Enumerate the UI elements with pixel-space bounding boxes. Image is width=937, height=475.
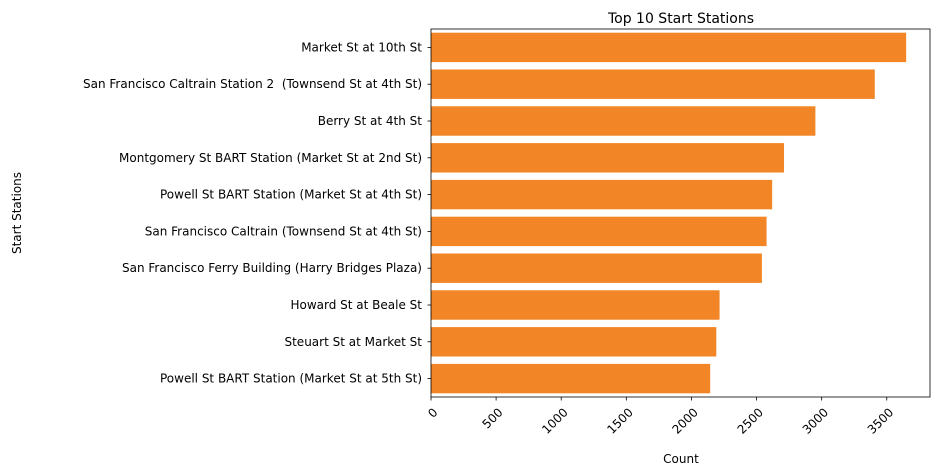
x-ticks-group: 0 500 1000 1500 2000 2500 3000 3500 bbox=[425, 397, 896, 437]
bar bbox=[431, 143, 785, 173]
bar bbox=[431, 179, 773, 210]
y-axis-label: Start Stations bbox=[10, 172, 24, 254]
y-tick-label: San Francisco Caltrain (Townsend St at 4… bbox=[145, 224, 422, 238]
bar bbox=[431, 290, 720, 320]
bar bbox=[431, 32, 907, 63]
y-tick-label: Powell St BART Station (Market St at 4th… bbox=[160, 188, 422, 202]
y-tick-label: Market St at 10th St bbox=[301, 40, 422, 54]
y-tick-label: Howard St at Beale St bbox=[290, 298, 422, 312]
x-axis-label: Count bbox=[663, 452, 699, 466]
bars-group bbox=[431, 32, 907, 394]
y-ticks-group: Market St at 10th St San Francisco Caltra… bbox=[83, 40, 431, 386]
y-tick-label: San Francisco Caltrain Station 2 (Townse… bbox=[83, 77, 422, 91]
bar bbox=[431, 363, 711, 394]
x-tick-label: 1500 bbox=[604, 405, 635, 436]
y-tick-label: Montgomery St BART Station (Market St at… bbox=[119, 151, 422, 165]
x-tick-label: 2500 bbox=[735, 405, 766, 436]
y-tick-label: San Francisco Ferry Building (Harry Brid… bbox=[122, 261, 422, 275]
chart-title: Top 10 Start Stations bbox=[607, 11, 754, 27]
bar bbox=[431, 69, 875, 99]
x-tick-label: 3000 bbox=[800, 405, 831, 436]
y-tick-label: Steuart St at Market St bbox=[284, 335, 422, 349]
y-tick-label: Powell St BART Station (Market St at 5th… bbox=[160, 372, 422, 386]
x-tick-label: 1000 bbox=[539, 405, 570, 436]
x-tick-label: 500 bbox=[480, 405, 506, 431]
plot-frame bbox=[430, 28, 931, 398]
x-tick-label: 2000 bbox=[669, 405, 700, 436]
bar bbox=[431, 106, 816, 136]
y-tick-label: Berry St at 4th St bbox=[318, 114, 423, 128]
bar bbox=[431, 327, 717, 357]
bar bbox=[431, 216, 767, 247]
x-tick-label: 3500 bbox=[865, 405, 896, 436]
x-tick-label: 0 bbox=[425, 405, 440, 420]
bar bbox=[431, 253, 762, 283]
